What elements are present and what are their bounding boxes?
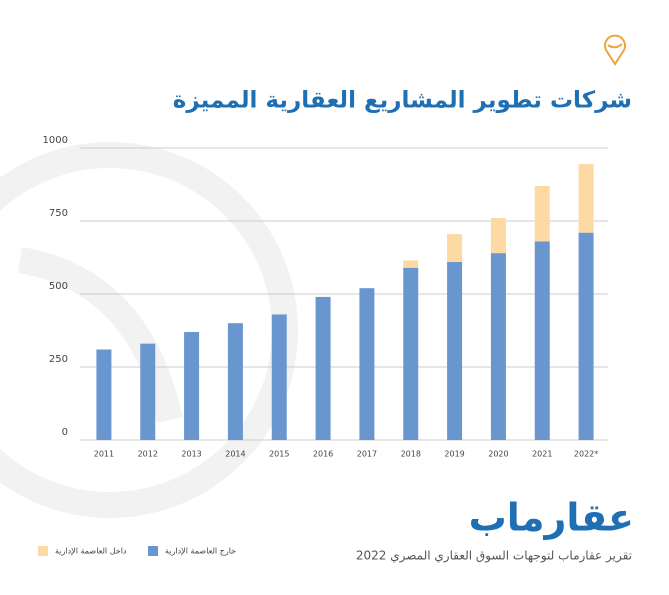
x-tick-label: 2018 — [401, 450, 421, 459]
x-tick-label: 2012 — [138, 450, 158, 459]
x-tick-label: 2020 — [488, 450, 508, 459]
location-icon — [604, 34, 626, 66]
y-tick-label: 250 — [49, 354, 68, 365]
bar-segment — [227, 323, 243, 440]
x-tick-label: 2014 — [225, 450, 245, 459]
bar-segment — [315, 296, 331, 440]
bar-segment — [140, 343, 156, 440]
bar-segment — [490, 253, 506, 440]
bar-segment — [447, 261, 463, 440]
bar-segment — [578, 232, 594, 440]
legend-label: داخل العاصمة الإدارية — [55, 547, 127, 557]
x-tick-label: 2013 — [181, 450, 201, 459]
bar-segment — [271, 314, 287, 440]
x-tick-label: 2019 — [444, 450, 464, 459]
bar-segment — [534, 185, 550, 242]
legend-swatch — [148, 546, 158, 556]
bar-segment — [403, 260, 419, 268]
footer: تقرير عقارماب لتوجهات السوق العقاري المص… — [356, 549, 632, 564]
legend-label: خارج العاصمة الإدارية — [165, 547, 236, 557]
x-tick-label: 2011 — [94, 450, 114, 459]
bar-segment — [359, 288, 375, 440]
bar-segment — [96, 349, 112, 440]
x-tick-label: 2016 — [313, 450, 333, 459]
bar-segment — [578, 164, 594, 233]
y-tick-label: 500 — [49, 281, 68, 292]
x-tick-label: 2022* — [574, 450, 598, 459]
x-tick-label: 2017 — [357, 450, 377, 459]
bar-segment — [534, 241, 550, 440]
brand-logo: عقارماب — [469, 496, 634, 540]
y-tick-label: 0 — [62, 427, 68, 438]
chart-title: شركات تطوير المشاريع العقارية المميزة — [173, 88, 632, 114]
bar-segment — [490, 218, 506, 254]
y-tick-label: 750 — [49, 208, 68, 219]
y-tick-label: 1000 — [43, 135, 68, 146]
x-tick-label: 2021 — [532, 450, 552, 459]
bar-segment — [447, 234, 463, 262]
legend-swatch — [38, 546, 48, 556]
x-tick-label: 2015 — [269, 450, 289, 459]
bar-segment — [184, 331, 200, 440]
bar-segment — [403, 267, 419, 440]
